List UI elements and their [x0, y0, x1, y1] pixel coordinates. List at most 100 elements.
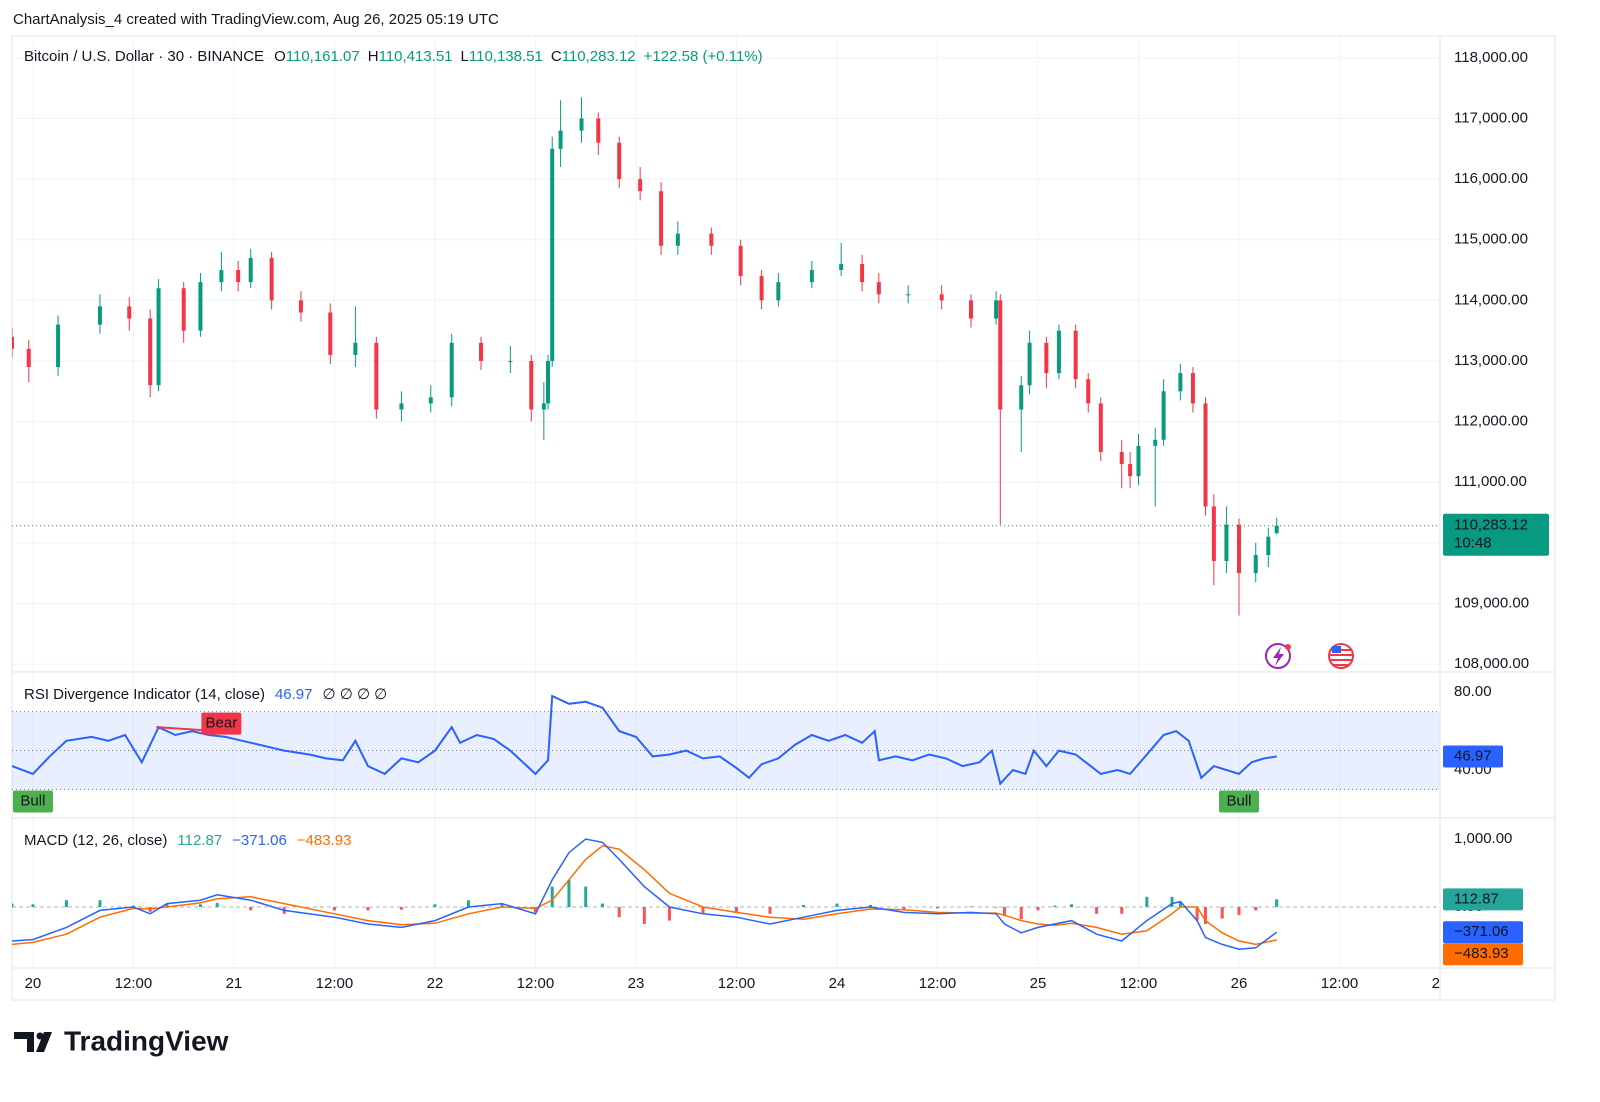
- candle-body: [127, 306, 132, 319]
- histogram-bar: [969, 906, 973, 908]
- histogram-bar: [1237, 907, 1241, 916]
- candle-body: [236, 270, 241, 283]
- x-tick-label: 21: [226, 975, 243, 992]
- chart-frame: [11, 35, 1556, 1001]
- candle-body: [328, 312, 333, 355]
- candle-body: [994, 300, 999, 319]
- candle-body: [776, 282, 781, 301]
- flag-canton: [1332, 646, 1341, 653]
- hist-value: 112.87: [177, 832, 222, 849]
- candle-body: [56, 324, 61, 368]
- x-tick-label: 20: [25, 975, 42, 992]
- ohlc-value: 110,413.51: [379, 48, 453, 65]
- macd-line: [12, 838, 1278, 950]
- candle-body: [876, 282, 881, 295]
- candle-body: [998, 300, 1003, 410]
- event-icons: [1265, 643, 1354, 669]
- lightning-bolt: [1273, 647, 1284, 666]
- y-tick-label: 108,000.00: [1454, 655, 1529, 672]
- histogram-bar: [801, 904, 805, 908]
- signal-tag-label: −483.93: [1454, 945, 1509, 962]
- y-tick-label: 109,000.00: [1454, 594, 1529, 611]
- last-price-tag: [1443, 513, 1549, 556]
- candle-body: [759, 276, 764, 301]
- macd-legend: MACD (12, 26, close) 112.87 −371.06 −483.93: [24, 832, 351, 849]
- candle-body: [428, 397, 433, 404]
- candle-body: [298, 300, 303, 313]
- histogram-bar: [642, 907, 646, 925]
- rsi-tag: [1443, 745, 1503, 768]
- histogram-bar: [98, 900, 102, 908]
- candle-body: [1019, 385, 1024, 410]
- rsi-value: 46.97: [275, 686, 313, 703]
- candle-body: [675, 233, 680, 246]
- candle-body: [1027, 342, 1032, 386]
- histogram-bar: [902, 907, 906, 910]
- candle-body: [1044, 342, 1049, 374]
- rsi-tag-label: 46.97: [1454, 747, 1492, 764]
- candle-body: [148, 318, 153, 386]
- candle-body: [1211, 506, 1216, 562]
- histogram-bar: [1178, 901, 1182, 908]
- grid: [12, 36, 1441, 968]
- x-tick-label: 12:00: [316, 975, 354, 992]
- candle-body: [1203, 403, 1208, 507]
- candle-body: [12, 336, 14, 349]
- y-tick-label: 117,000.00: [1454, 109, 1528, 126]
- rsi-title: RSI Divergence Indicator (14, close): [24, 686, 265, 703]
- candle-body: [156, 288, 161, 386]
- histogram-bar: [835, 903, 839, 908]
- histogram-bar: [31, 904, 35, 908]
- countdown: 10:48: [1454, 535, 1492, 552]
- annotation-box: [1218, 790, 1259, 813]
- candle-body: [1128, 464, 1133, 477]
- annotation-box: [201, 712, 242, 735]
- candle-body: [399, 403, 404, 410]
- macd-pane: [12, 838, 1440, 950]
- y-tick-label: 111,000.00: [1454, 473, 1527, 490]
- annotation-label: Bear: [206, 715, 238, 732]
- candle-body: [939, 294, 944, 301]
- candle-body: [1161, 391, 1166, 440]
- annotation-label: Bull: [1226, 793, 1251, 810]
- ohlc-prefix: H: [368, 48, 379, 65]
- histogram-bar: [1203, 907, 1207, 925]
- candle-body: [1136, 445, 1141, 477]
- histogram-bar: [1195, 907, 1199, 921]
- ohlc-prefix: L: [461, 48, 469, 65]
- macd-title: MACD (12, 26, close): [24, 832, 167, 849]
- candle-body: [1119, 451, 1124, 465]
- candle-body: [353, 342, 358, 355]
- y-tick-label: 115,000.00: [1454, 231, 1528, 248]
- histogram-bar: [1120, 907, 1124, 914]
- candle-body: [738, 245, 743, 277]
- candle-body: [1266, 536, 1271, 555]
- histogram-bar: [1254, 907, 1258, 911]
- candle-body: [374, 342, 379, 410]
- histogram-bar: [935, 907, 939, 909]
- histogram-bar: [332, 907, 336, 911]
- candle-body: [269, 257, 274, 301]
- lightning-icon: [1265, 643, 1291, 669]
- change-value: +122.58 (+0.11%): [644, 48, 763, 65]
- y-tick-label: 116,000.00: [1454, 170, 1528, 187]
- candle-body: [1086, 379, 1091, 404]
- candle-body: [550, 148, 555, 361]
- histogram-bar: [366, 907, 370, 911]
- histogram-bar: [1145, 896, 1149, 908]
- last-price-label: 110,283.12: [1454, 517, 1528, 534]
- histogram-bar: [466, 900, 470, 908]
- candle-body: [1190, 373, 1195, 404]
- x-tick-label: 23: [628, 975, 645, 992]
- candle-body: [1056, 330, 1061, 374]
- histogram-bar: [433, 904, 437, 908]
- candle-body: [659, 191, 664, 246]
- candle-body: [1153, 439, 1158, 446]
- candle-body: [839, 263, 844, 271]
- candle-body: [181, 288, 186, 331]
- histogram-bar: [399, 907, 403, 910]
- histogram-bar: [1220, 907, 1224, 919]
- rsi-tick-label: 80.00: [1454, 683, 1492, 700]
- histogram-bar: [249, 907, 253, 911]
- histogram-tag: [1443, 888, 1523, 911]
